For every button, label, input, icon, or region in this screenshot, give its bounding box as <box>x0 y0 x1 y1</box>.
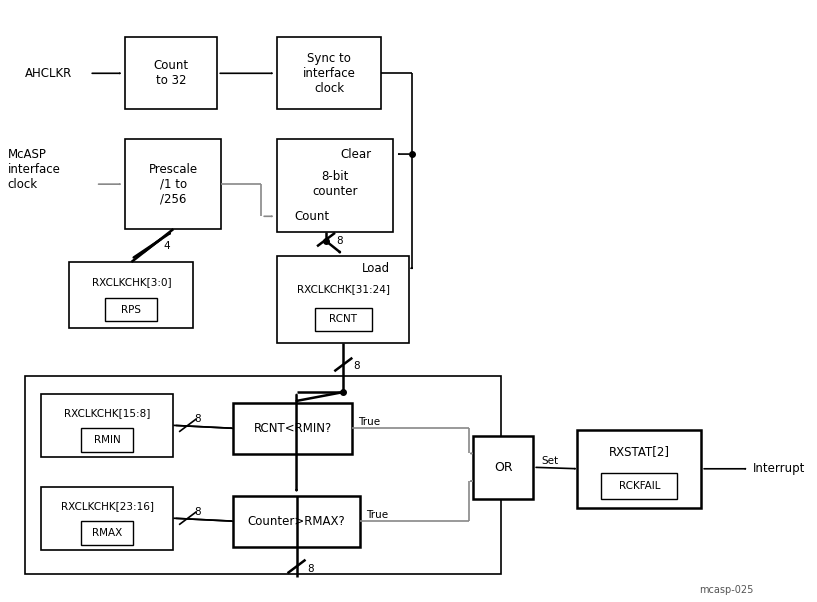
Text: 8: 8 <box>307 564 314 574</box>
Text: Count
to 32: Count to 32 <box>154 59 189 87</box>
Text: OR: OR <box>494 461 512 474</box>
Text: Set: Set <box>542 456 558 467</box>
Text: RCNT: RCNT <box>329 314 357 324</box>
Text: 4: 4 <box>163 241 170 250</box>
Text: 8-bit
counter: 8-bit counter <box>313 170 358 198</box>
Text: RXCLKCHK[3:0]: RXCLKCHK[3:0] <box>92 277 172 287</box>
FancyBboxPatch shape <box>105 297 158 321</box>
FancyBboxPatch shape <box>42 487 173 550</box>
FancyBboxPatch shape <box>277 37 382 109</box>
FancyBboxPatch shape <box>277 256 409 343</box>
FancyBboxPatch shape <box>601 473 677 498</box>
Text: RCNT<RMIN?: RCNT<RMIN? <box>253 422 332 435</box>
FancyBboxPatch shape <box>82 521 133 545</box>
Text: RXCLKCHK[15:8]: RXCLKCHK[15:8] <box>65 408 150 418</box>
Text: Prescale
/1 to
/256: Prescale /1 to /256 <box>149 163 198 206</box>
Text: AHCLKR: AHCLKR <box>25 67 73 80</box>
Text: RMAX: RMAX <box>92 528 123 538</box>
FancyBboxPatch shape <box>25 376 502 574</box>
FancyBboxPatch shape <box>234 403 351 454</box>
FancyBboxPatch shape <box>125 37 217 109</box>
FancyBboxPatch shape <box>315 308 372 332</box>
Text: RXSTAT[2]: RXSTAT[2] <box>609 445 670 458</box>
FancyBboxPatch shape <box>82 428 133 452</box>
Text: RPS: RPS <box>122 305 141 314</box>
Text: RCKFAIL: RCKFAIL <box>618 481 660 491</box>
Text: mcasp-025: mcasp-025 <box>699 585 753 595</box>
Text: Clear: Clear <box>341 147 372 161</box>
Text: 8: 8 <box>194 414 201 424</box>
FancyBboxPatch shape <box>42 394 173 457</box>
Text: RXCLKCHK[23:16]: RXCLKCHK[23:16] <box>61 501 154 510</box>
Text: True: True <box>358 417 380 427</box>
Text: Interrupt: Interrupt <box>753 462 806 476</box>
Text: Count: Count <box>295 210 330 223</box>
Text: Sync to
interface
clock: Sync to interface clock <box>303 52 355 95</box>
Text: 8: 8 <box>337 237 343 246</box>
Text: 8: 8 <box>194 507 201 517</box>
Text: 8: 8 <box>354 361 360 371</box>
FancyBboxPatch shape <box>277 139 393 232</box>
Text: RXCLKCHK[31:24]: RXCLKCHK[31:24] <box>297 284 390 294</box>
FancyBboxPatch shape <box>578 430 701 507</box>
Text: McASP
interface
clock: McASP interface clock <box>8 147 60 191</box>
Text: Counter>RMAX?: Counter>RMAX? <box>248 515 346 528</box>
Text: Load: Load <box>362 262 391 275</box>
FancyBboxPatch shape <box>234 496 359 547</box>
FancyBboxPatch shape <box>473 436 534 498</box>
FancyBboxPatch shape <box>69 262 194 328</box>
FancyBboxPatch shape <box>125 139 221 229</box>
Text: RMIN: RMIN <box>94 435 121 445</box>
Text: True: True <box>366 510 388 520</box>
